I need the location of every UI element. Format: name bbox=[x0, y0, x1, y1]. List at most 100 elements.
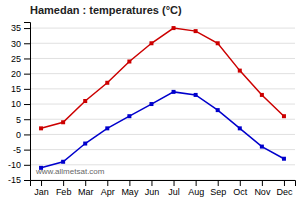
tick: May bbox=[121, 180, 139, 197]
tick-label: 5 bbox=[16, 115, 21, 125]
tick: Jan bbox=[34, 180, 49, 197]
tick: -5 bbox=[13, 145, 30, 155]
grid-line bbox=[30, 28, 295, 29]
marker bbox=[216, 108, 220, 112]
marker bbox=[282, 114, 286, 118]
tick-mark bbox=[24, 119, 30, 120]
tick-label: -5 bbox=[13, 145, 21, 155]
tick: Oct bbox=[233, 180, 248, 197]
y-axis: -15 -10 -5 0 5 10 15 20 25 30 35 bbox=[8, 23, 31, 186]
grid-line bbox=[30, 58, 295, 59]
tick-mark bbox=[240, 180, 241, 186]
marker bbox=[127, 114, 131, 118]
marker bbox=[260, 93, 264, 97]
tick: Mar bbox=[78, 180, 94, 197]
tick: 30 bbox=[11, 39, 30, 49]
tick-mark bbox=[41, 180, 42, 186]
marker bbox=[105, 81, 109, 85]
tick-label: Jul bbox=[168, 187, 180, 197]
grid-line bbox=[30, 149, 295, 150]
marker bbox=[238, 126, 242, 130]
axis-line bbox=[24, 23, 31, 181]
tick: 0 bbox=[16, 130, 30, 140]
marker bbox=[127, 60, 131, 64]
tick-mark bbox=[129, 180, 130, 186]
tick: Apr bbox=[101, 180, 115, 197]
tick: 25 bbox=[11, 54, 30, 64]
tick: 5 bbox=[16, 115, 30, 125]
marker bbox=[61, 160, 65, 164]
tick-mark bbox=[24, 104, 30, 105]
plot-area: -15 -10 -5 0 5 10 15 20 25 30 35 Jan Feb Mar Apr May Jun… bbox=[8, 23, 296, 198]
tick: Dec bbox=[276, 180, 293, 197]
tick-label: Oct bbox=[233, 187, 248, 197]
tick-label: 20 bbox=[11, 69, 21, 79]
tick: 15 bbox=[11, 84, 30, 94]
tick-label: 30 bbox=[11, 39, 21, 49]
title: Hamedan : temperatures (°C) bbox=[30, 4, 182, 16]
grid-line bbox=[30, 43, 295, 44]
annotation: www.allmetsat.com bbox=[35, 167, 105, 176]
tick-mark bbox=[218, 180, 219, 186]
grid-line bbox=[30, 73, 295, 74]
tick: -10 bbox=[8, 160, 30, 170]
marker bbox=[61, 120, 65, 124]
tick: 35 bbox=[11, 23, 30, 33]
grid bbox=[30, 28, 295, 180]
tick-label: 25 bbox=[11, 54, 21, 64]
marker bbox=[172, 26, 176, 30]
tick-label: 15 bbox=[11, 84, 21, 94]
tick-label: 0 bbox=[16, 130, 21, 140]
series-line bbox=[41, 28, 284, 128]
tick-label: Dec bbox=[276, 187, 293, 197]
tick: 10 bbox=[11, 99, 30, 109]
tick: -15 bbox=[8, 175, 30, 185]
grid-line bbox=[30, 119, 295, 120]
marker bbox=[260, 145, 264, 149]
marker bbox=[282, 157, 286, 161]
tick: Feb bbox=[56, 180, 72, 197]
grid-line bbox=[30, 134, 295, 135]
marker bbox=[39, 126, 43, 130]
tick: 20 bbox=[11, 69, 30, 79]
tick-mark bbox=[24, 43, 30, 44]
tick-label: 35 bbox=[11, 23, 21, 33]
tick-label: Jan bbox=[34, 187, 49, 197]
tick-mark bbox=[24, 134, 30, 135]
tick-mark bbox=[107, 180, 108, 186]
marker bbox=[172, 90, 176, 94]
tick-label: Sep bbox=[210, 187, 226, 197]
tick-mark bbox=[63, 180, 64, 186]
marker bbox=[83, 99, 87, 103]
tick-label: -10 bbox=[8, 160, 21, 170]
tick-label: Mar bbox=[78, 187, 94, 197]
tick-label: Feb bbox=[56, 187, 72, 197]
grid-line bbox=[30, 104, 295, 105]
tick-mark bbox=[24, 165, 30, 166]
marker bbox=[194, 93, 198, 97]
tick-label: Nov bbox=[254, 187, 271, 197]
tick-label: 10 bbox=[11, 99, 21, 109]
chart-svg: -15 -10 -5 0 5 10 15 20 25 30 35 Jan Feb Mar Apr May Jun… bbox=[0, 0, 305, 200]
tick-label: -15 bbox=[8, 175, 21, 185]
tick: Jun bbox=[145, 180, 160, 197]
tick-mark bbox=[85, 180, 86, 186]
tick-mark bbox=[151, 180, 152, 186]
grid-line bbox=[30, 164, 295, 165]
tick: Sep bbox=[210, 180, 226, 197]
tick-mark bbox=[24, 150, 30, 151]
marker bbox=[105, 126, 109, 130]
tick-mark bbox=[262, 180, 263, 186]
tick-mark bbox=[24, 74, 30, 75]
marks bbox=[39, 26, 286, 170]
tick-label: Aug bbox=[188, 187, 204, 197]
tick: Aug bbox=[188, 180, 204, 197]
x-axis: Jan Feb Mar Apr May Jun Jul Aug Sep Oct Nov Dec bbox=[31, 180, 296, 197]
tick-mark bbox=[24, 180, 30, 181]
tick-mark bbox=[24, 28, 30, 29]
axis-line bbox=[31, 181, 296, 187]
tick-label: Apr bbox=[101, 187, 115, 197]
tick: Nov bbox=[254, 180, 271, 197]
tick-mark bbox=[174, 180, 175, 186]
tick-mark bbox=[24, 89, 30, 90]
